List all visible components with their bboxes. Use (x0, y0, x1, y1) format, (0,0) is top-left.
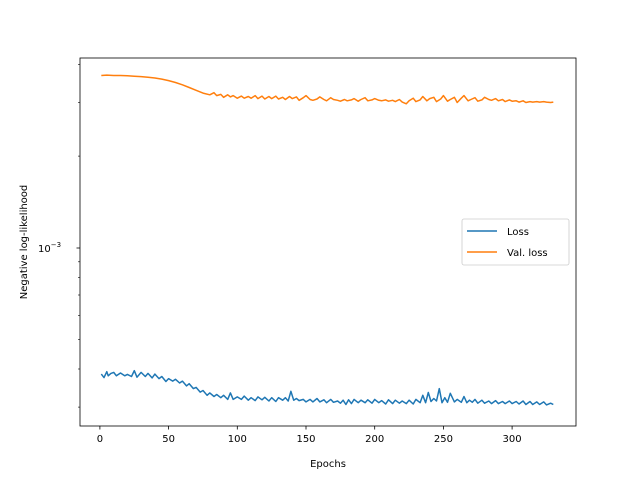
series-line-val-loss (101, 74, 554, 105)
x-axis-ticks: 0 50 100 150 200 250 300 (97, 426, 522, 445)
x-tick-label: 250 (434, 434, 453, 445)
y-tick-base: 10 (38, 244, 51, 255)
legend-label-val-loss: Val. loss (507, 248, 548, 259)
series-line-loss (100, 369, 554, 406)
legend-label-loss: Loss (507, 227, 529, 238)
x-tick-label: 100 (228, 434, 247, 445)
y-tick-label: 10−3 (38, 241, 61, 255)
x-axis-label: Epochs (310, 459, 346, 470)
x-tick-label: 0 (97, 434, 103, 445)
x-tick-label: 200 (365, 434, 384, 445)
series-layer (100, 74, 554, 406)
x-tick-label: 150 (296, 434, 315, 445)
y-axis-label: Negative log-likelihood (19, 185, 30, 300)
y-tick-exponent: −3 (51, 241, 61, 249)
legend: Loss Val. loss (461, 218, 570, 266)
y-axis-ticks: 10−3 (38, 64, 80, 408)
x-tick-label: 50 (162, 434, 175, 445)
x-tick-label: 300 (503, 434, 522, 445)
plot-frame (79, 57, 577, 427)
